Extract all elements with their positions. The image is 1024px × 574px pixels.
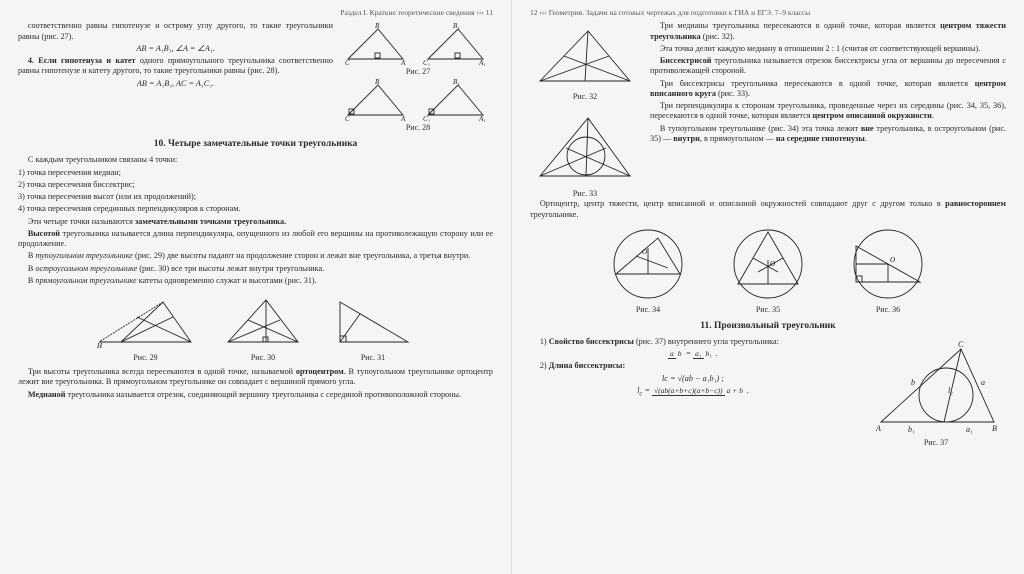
running-header-left: Раздел I. Краткие теоретические сведения… bbox=[18, 8, 493, 17]
rp6: В тупоугольном треугольнике (рис. 34) эт… bbox=[650, 124, 1006, 145]
p10b: Эти четыре точки называются замечательны… bbox=[18, 217, 493, 227]
fig-28: BCA B₁C₁A₁ Рис. 28 bbox=[343, 77, 493, 133]
p10e: В остроугольном треугольнике (рис. 30) в… bbox=[18, 264, 493, 274]
fig-31: Рис. 31 bbox=[328, 290, 418, 363]
li1: 1) точка пересечения медиан; bbox=[18, 168, 493, 178]
svg-text:A₁: A₁ bbox=[478, 115, 486, 122]
section-11-title: 11. Произвольный треугольник bbox=[530, 321, 1006, 333]
section-10-title: 10. Четыре замечательные точки треугольн… bbox=[18, 139, 493, 151]
svg-text:A: A bbox=[400, 59, 406, 66]
svg-text:B₁: B₁ bbox=[453, 22, 460, 30]
fig-32: Рис. 32 bbox=[530, 21, 640, 102]
fig-30: Рис. 30 bbox=[218, 290, 308, 363]
running-header-right: 12 ‹‹‹ Геометрия. Задачи на готовых черт… bbox=[530, 8, 1006, 17]
fig-35: O Рис. 35 bbox=[718, 224, 818, 315]
fig-34: O Рис. 34 bbox=[598, 224, 698, 315]
svg-text:A₁: A₁ bbox=[478, 59, 486, 66]
block-11: 1) Свойство биссектрисы (рис. 37) внутре… bbox=[530, 337, 1006, 448]
fig-29: H Рис. 29 bbox=[93, 290, 198, 363]
fig-row-29-31: H Рис. 29 Рис. 30 Рис. 31 bbox=[18, 290, 493, 363]
block-27-28: соответственно равны гипотенузе и остром… bbox=[18, 21, 493, 133]
svg-text:C₁: C₁ bbox=[423, 115, 430, 122]
svg-text:A: A bbox=[875, 424, 881, 433]
fig-row-34-36: O Рис. 34 O Рис. 35 O Рис. 36 bbox=[530, 224, 1006, 315]
fig27-svg: B C A B₁ C₁ A₁ bbox=[343, 21, 493, 66]
svg-text:C₁: C₁ bbox=[423, 59, 430, 66]
p10h: Медианой треугольника называется отрезок… bbox=[18, 390, 493, 400]
fig-27: BCA B₁C₁A₁ Рис. 27 bbox=[343, 21, 493, 77]
eq-28: AB = A₁B₁, AC = A₁C₁. bbox=[18, 79, 333, 89]
text-intro2: 4. Если гипотенуза и катет одного прямоу… bbox=[18, 56, 333, 77]
svg-text:C: C bbox=[958, 340, 964, 349]
p11b: 2) Длина биссектрисы: bbox=[530, 361, 856, 371]
formula-lc2: lc = √(ab(a+b+c)(a+b−c))a + b . bbox=[530, 386, 856, 399]
eq-27: AB = A₁B₁, ∠A = ∠A₁. bbox=[18, 44, 333, 54]
svg-text:a: a bbox=[981, 378, 985, 387]
svg-text:b₁: b₁ bbox=[908, 425, 915, 434]
svg-text:B: B bbox=[992, 424, 997, 433]
svg-text:C: C bbox=[345, 115, 350, 122]
svg-text:b: b bbox=[911, 378, 915, 387]
svg-text:O: O bbox=[890, 256, 895, 264]
fig-33: Рис. 33 bbox=[530, 108, 640, 199]
svg-text:H: H bbox=[96, 342, 103, 350]
p10c: Высотой треугольника называется длина пе… bbox=[18, 229, 493, 250]
svg-text:a₁: a₁ bbox=[966, 425, 973, 434]
p10g: Три высоты треугольника всегда пересекаю… bbox=[18, 367, 493, 388]
svg-text:A: A bbox=[400, 115, 406, 122]
svg-text:C: C bbox=[345, 59, 350, 66]
rp1: Три медианы треугольника пересекаются в … bbox=[650, 21, 1006, 42]
p10a: С каждым треугольником связаны 4 точки: bbox=[18, 155, 493, 165]
svg-text:O: O bbox=[770, 260, 775, 268]
svg-text:B: B bbox=[375, 78, 380, 86]
p11a: 1) Свойство биссектрисы (рис. 37) внутре… bbox=[530, 337, 856, 347]
rp4: Три биссектрисы треугольника пересекаютс… bbox=[650, 79, 1006, 100]
formula-ratio: ab = a₁b₁ . bbox=[530, 349, 856, 359]
rp5: Три перпендикуляра к сторонам треугольни… bbox=[650, 101, 1006, 122]
fig28-svg: B C A B₁ C₁ A₁ bbox=[343, 77, 493, 122]
rp3: Биссектрисой треугольника называется отр… bbox=[650, 56, 1006, 77]
p10f: В прямоугольном треугольнике катеты одно… bbox=[18, 276, 493, 286]
li4: 4) точка пересечения серединных перпенди… bbox=[18, 204, 493, 214]
p10d: В тупоугольном треугольнике (рис. 29) дв… bbox=[18, 251, 493, 261]
li2: 2) точка пересечения биссектрис; bbox=[18, 180, 493, 190]
svg-text:B: B bbox=[375, 22, 380, 30]
block-32-33: Рис. 32 Рис. 33 Три медианы треугольника… bbox=[530, 21, 1006, 199]
formula-lc1: lc = √(ab − a₁b₁) ; bbox=[530, 374, 856, 384]
page-left: Раздел I. Краткие теоретические сведения… bbox=[0, 0, 512, 574]
svg-text:O: O bbox=[642, 248, 647, 256]
fig-36: O Рис. 36 bbox=[838, 224, 938, 315]
page-right: 12 ‹‹‹ Геометрия. Задачи на готовых черт… bbox=[512, 0, 1024, 574]
li3: 3) точка пересечения высот (или их продо… bbox=[18, 192, 493, 202]
svg-text:B₁: B₁ bbox=[453, 78, 460, 86]
rp2: Эта точка делит каждую медиану в отношен… bbox=[650, 44, 1006, 54]
fig-37: CAB ba b₁a₁ lc Рис. 37 bbox=[866, 337, 1006, 448]
text-intro1: соответственно равны гипотенузе и остром… bbox=[18, 21, 333, 42]
rp7: Ортоцентр, центр тяжести, центр вписанно… bbox=[530, 199, 1006, 220]
